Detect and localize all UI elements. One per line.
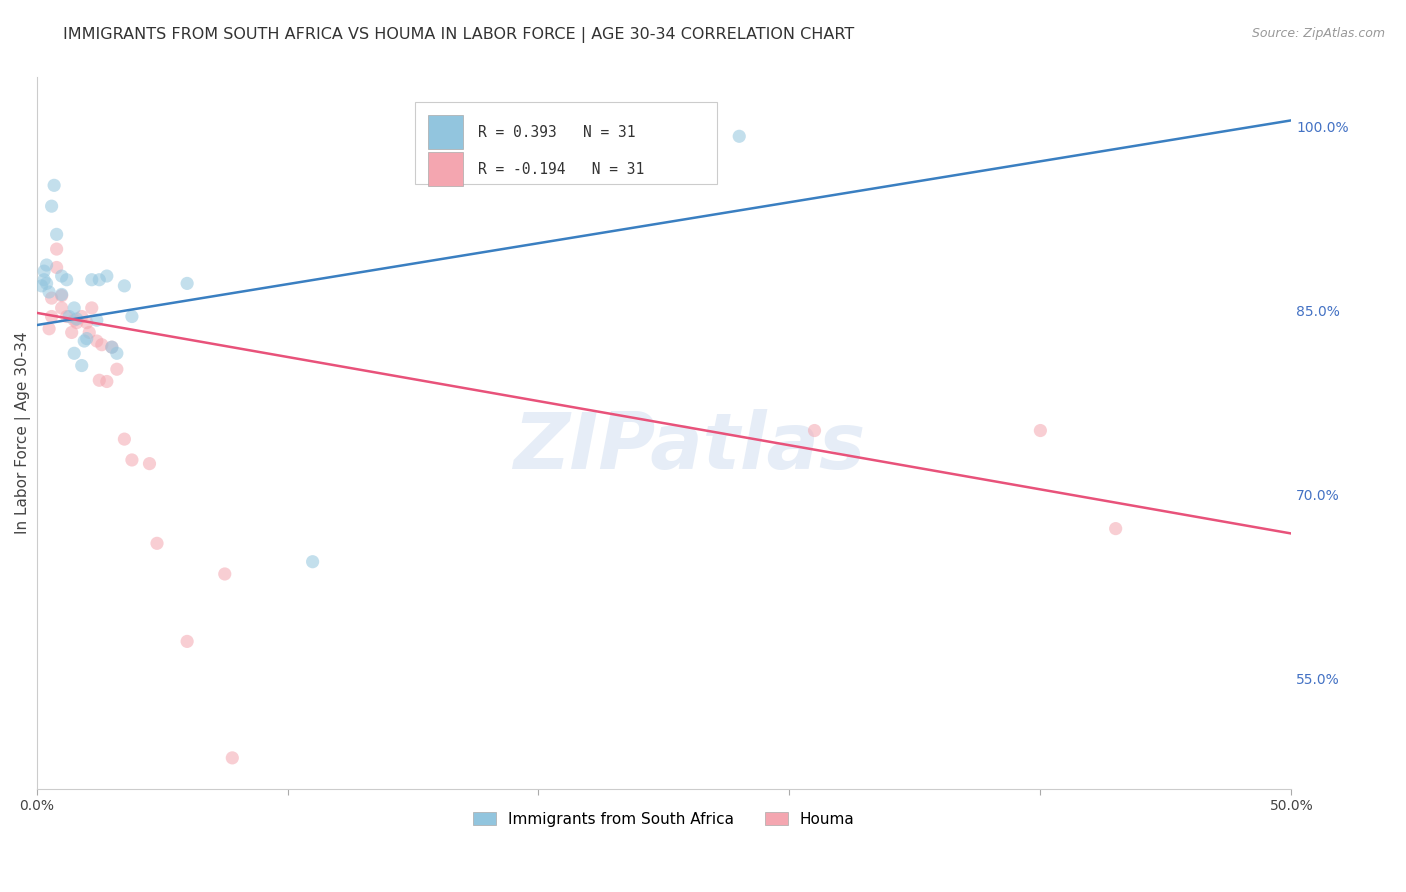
Point	[55, 310, 77, 324]
Y-axis label: In Labor Force | Age 30-34: In Labor Force | Age 30-34	[15, 332, 31, 534]
Point	[32, 273, 55, 287]
Legend: Immigrants from South Africa, Houma: Immigrants from South Africa, Houma	[465, 804, 862, 834]
Point	[60, 326, 83, 340]
Text: R = -0.194   N = 31: R = -0.194 N = 31	[478, 161, 644, 177]
Point	[121, 453, 143, 467]
Point	[80, 273, 103, 287]
Point	[58, 310, 80, 324]
Point	[77, 326, 100, 340]
Point	[101, 340, 124, 354]
Point	[51, 287, 73, 301]
Point	[38, 285, 60, 299]
Point	[112, 278, 135, 293]
Point	[80, 301, 103, 315]
Point	[121, 310, 143, 324]
Point	[86, 334, 108, 348]
Point	[35, 277, 58, 291]
FancyBboxPatch shape	[416, 103, 717, 184]
Point	[55, 273, 77, 287]
Point	[70, 359, 93, 373]
Point	[45, 227, 67, 242]
Point	[803, 424, 825, 438]
Point	[63, 313, 86, 327]
Point	[301, 555, 323, 569]
FancyBboxPatch shape	[427, 153, 463, 186]
Point	[66, 312, 89, 326]
Point	[96, 375, 118, 389]
Point	[45, 242, 67, 256]
Point	[89, 273, 111, 287]
Point	[51, 301, 73, 315]
Point	[1105, 522, 1128, 536]
Point	[41, 310, 63, 324]
Point	[112, 432, 135, 446]
Point	[96, 268, 118, 283]
Point	[89, 373, 111, 387]
Point	[105, 362, 128, 376]
Point	[76, 332, 98, 346]
Text: ZIPatlas: ZIPatlas	[513, 409, 865, 485]
FancyBboxPatch shape	[427, 115, 463, 149]
Point	[176, 277, 198, 291]
Point	[45, 260, 67, 275]
Point	[35, 258, 58, 272]
Point	[728, 129, 751, 144]
Point	[86, 313, 108, 327]
Point	[138, 457, 160, 471]
Point	[38, 322, 60, 336]
Text: R = 0.393   N = 31: R = 0.393 N = 31	[478, 125, 636, 140]
Point	[51, 288, 73, 302]
Point	[63, 346, 86, 360]
Point	[41, 199, 63, 213]
Point	[105, 346, 128, 360]
Point	[90, 337, 112, 351]
Point	[76, 316, 98, 330]
Point	[70, 310, 93, 324]
Point	[66, 316, 89, 330]
Text: IMMIGRANTS FROM SOUTH AFRICA VS HOUMA IN LABOR FORCE | AGE 30-34 CORRELATION CHA: IMMIGRANTS FROM SOUTH AFRICA VS HOUMA IN…	[63, 27, 855, 43]
Point	[1029, 424, 1052, 438]
Point	[31, 278, 53, 293]
Point	[41, 291, 63, 305]
Point	[603, 122, 626, 136]
Point	[63, 301, 86, 315]
Point	[73, 334, 96, 348]
Point	[32, 264, 55, 278]
Text: Source: ZipAtlas.com: Source: ZipAtlas.com	[1251, 27, 1385, 40]
Point	[176, 634, 198, 648]
Point	[146, 536, 169, 550]
Point	[101, 340, 124, 354]
Point	[42, 178, 65, 193]
Point	[51, 268, 73, 283]
Point	[214, 566, 236, 581]
Point	[221, 751, 243, 765]
